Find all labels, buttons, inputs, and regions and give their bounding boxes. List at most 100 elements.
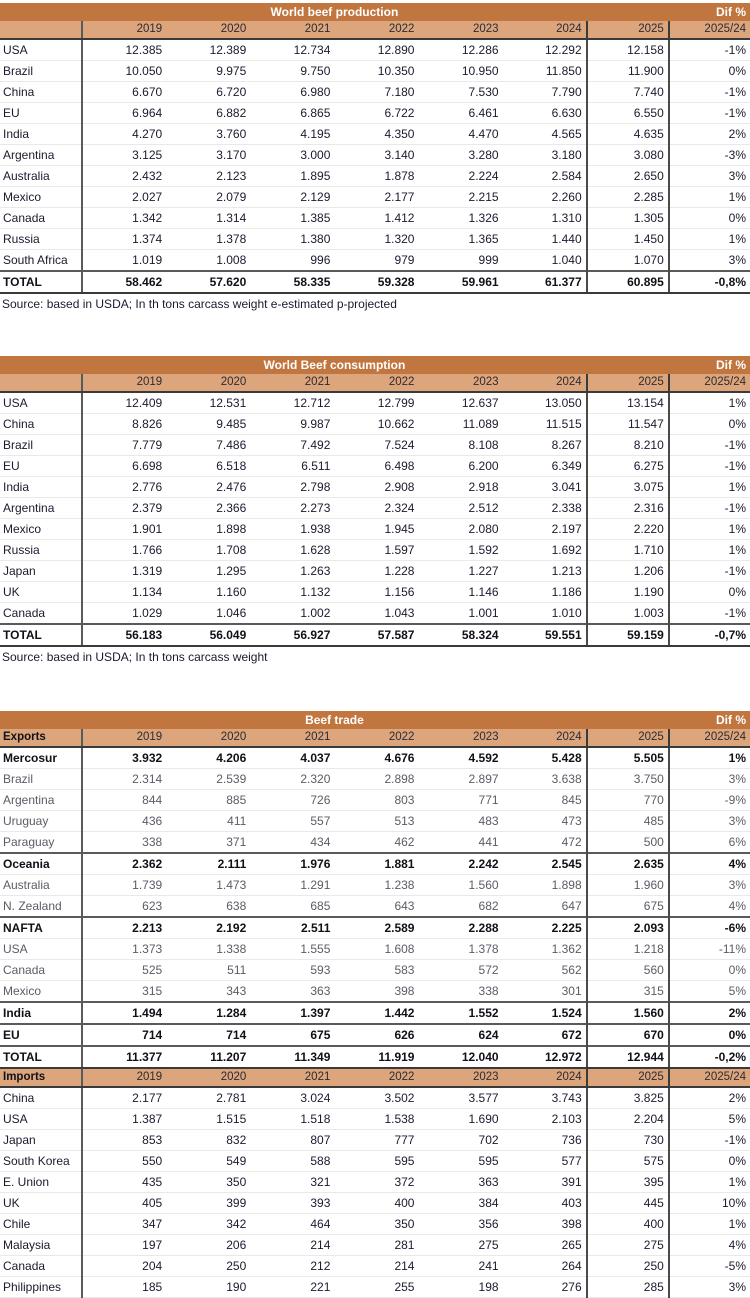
table-row: South Africa 1.019 1.008 996 979 999 1.040 1.07… bbox=[0, 249, 750, 272]
total-value: 59.328 bbox=[334, 270, 419, 294]
cell-value: 264 bbox=[502, 1255, 587, 1277]
cell-value: 1.397 bbox=[250, 1001, 335, 1025]
cell-value: 1.342 bbox=[82, 207, 167, 229]
row-label: Uruguay bbox=[0, 810, 84, 832]
year-header-2023: 2023 bbox=[418, 21, 503, 40]
cell-dif: 0% bbox=[667, 60, 750, 82]
cell-dif: 6% bbox=[667, 831, 750, 854]
cell-dif: -1% bbox=[667, 497, 750, 519]
cell-value: 1.001 bbox=[418, 602, 503, 625]
year-header-2022: 2022 bbox=[334, 729, 419, 748]
cell-value: 1.305 bbox=[585, 207, 669, 229]
cell-value: 1.692 bbox=[502, 539, 587, 561]
cell-value: 1.739 bbox=[82, 874, 167, 896]
cell-value: 2.204 bbox=[585, 1108, 669, 1130]
year-header-2024: 2024 bbox=[502, 21, 587, 40]
cell-value: 391 bbox=[502, 1171, 587, 1193]
table-row: Philippines 185 190 221 255 198 276 285 3% bbox=[0, 1276, 750, 1298]
cell-value: 198 bbox=[418, 1276, 503, 1298]
table-row: E. Union 435 350 321 372 363 391 395 1% bbox=[0, 1171, 750, 1193]
cell-value: 1.881 bbox=[334, 852, 419, 875]
cell-value: 1.338 bbox=[166, 938, 251, 960]
production-dif-header: 2025/24 bbox=[667, 21, 750, 40]
table-row: USA 12.409 12.531 12.712 12.799 12.637 13.050 1… bbox=[0, 392, 750, 414]
cell-value: 9.750 bbox=[250, 60, 335, 82]
cell-value: 6.980 bbox=[250, 81, 335, 103]
table-row: Oceania 2.362 2.111 1.976 1.881 2.242 2.545 2.6… bbox=[0, 852, 750, 875]
cell-dif: -1% bbox=[667, 455, 750, 477]
cell-value: 623 bbox=[82, 895, 167, 918]
cell-value: 572 bbox=[418, 959, 503, 981]
consumption-dif-title: Dif % bbox=[668, 356, 750, 374]
cell-value: 400 bbox=[585, 1213, 669, 1235]
cell-dif: 1% bbox=[667, 392, 750, 414]
table-row: Argentina 3.125 3.170 3.000 3.140 3.280 3.180 3… bbox=[0, 144, 750, 166]
year-header-2019: 2019 bbox=[82, 1068, 167, 1088]
cell-value: 996 bbox=[250, 249, 335, 272]
row-label: China bbox=[0, 81, 84, 103]
cell-value: 1.560 bbox=[418, 874, 503, 896]
cell-value: 13.050 bbox=[502, 392, 587, 414]
cell-value: 2.242 bbox=[418, 852, 503, 875]
cell-value: 1.387 bbox=[82, 1108, 167, 1130]
cell-value: 265 bbox=[502, 1234, 587, 1256]
cell-value: 1.365 bbox=[418, 228, 503, 250]
cell-value: 315 bbox=[82, 980, 167, 1003]
row-label: USA bbox=[0, 392, 84, 414]
cell-dif: -1% bbox=[667, 602, 750, 625]
cell-value: 1.238 bbox=[334, 874, 419, 896]
table-row: Argentina 844 885 726 803 771 845 770 -9% bbox=[0, 789, 750, 811]
trade-year-row: Exports 2019 2020 2021 2022 2023 2024 2025 2025/… bbox=[0, 729, 750, 748]
cell-dif: 4% bbox=[667, 852, 750, 875]
row-label: Canada bbox=[0, 959, 84, 981]
cell-value: 549 bbox=[166, 1150, 251, 1172]
cell-value: 3.041 bbox=[502, 476, 587, 498]
total-value: 56.927 bbox=[250, 623, 335, 647]
cell-value: 4.635 bbox=[585, 123, 669, 145]
year-header-2019: 2019 bbox=[82, 21, 167, 40]
cell-value: 206 bbox=[166, 1234, 251, 1256]
cell-value: 1.560 bbox=[585, 1001, 669, 1025]
cell-value: 1.766 bbox=[82, 539, 167, 561]
cell-value: 626 bbox=[334, 1023, 419, 1047]
cell-value: 1.378 bbox=[418, 938, 503, 960]
cell-value: 1.538 bbox=[334, 1108, 419, 1130]
cell-value: 2.103 bbox=[502, 1108, 587, 1130]
row-label: Mexico bbox=[0, 186, 84, 208]
cell-value: 315 bbox=[585, 980, 669, 1003]
cell-value: 2.225 bbox=[502, 916, 587, 939]
trade-title-row: Beef trade Dif % bbox=[0, 711, 750, 729]
cell-value: 672 bbox=[502, 1023, 587, 1047]
table-row: Mexico 315 343 363 398 338 301 315 5% bbox=[0, 980, 750, 1003]
table-row: Canada 1.029 1.046 1.002 1.043 1.001 1.010 1.00… bbox=[0, 602, 750, 625]
cell-value: 714 bbox=[82, 1023, 167, 1047]
cell-value: 399 bbox=[166, 1192, 251, 1214]
row-label: Paraguay bbox=[0, 831, 84, 854]
cell-value: 3.932 bbox=[82, 747, 167, 769]
cell-value: 2.362 bbox=[82, 852, 167, 875]
row-label: Brazil bbox=[0, 768, 84, 790]
cell-value: 550 bbox=[82, 1150, 167, 1172]
year-header-2022: 2022 bbox=[334, 1068, 419, 1088]
cell-dif: -1% bbox=[667, 102, 750, 124]
cell-value: 1.597 bbox=[334, 539, 419, 561]
row-label: China bbox=[0, 413, 84, 435]
table-row: EU 714 714 675 626 624 672 670 0% bbox=[0, 1023, 750, 1047]
cell-value: 2.539 bbox=[166, 768, 251, 790]
cell-value: 12.531 bbox=[166, 392, 251, 414]
cell-value: 1.690 bbox=[418, 1108, 503, 1130]
cell-value: 12.712 bbox=[250, 392, 335, 414]
cell-value: 2.093 bbox=[585, 916, 669, 939]
total-value: 56.049 bbox=[166, 623, 251, 647]
row-label: India bbox=[0, 476, 84, 498]
total-value: 57.587 bbox=[334, 623, 419, 647]
cell-value: 2.285 bbox=[585, 186, 669, 208]
total-label: TOTAL bbox=[0, 1045, 84, 1069]
cell-value: 2.111 bbox=[166, 852, 251, 875]
cell-value: 7.524 bbox=[334, 434, 419, 456]
cell-value: 190 bbox=[166, 1276, 251, 1298]
cell-value: 12.734 bbox=[250, 39, 335, 61]
cell-value: 832 bbox=[166, 1129, 251, 1151]
cell-value: 675 bbox=[250, 1023, 335, 1047]
cell-value: 1.945 bbox=[334, 518, 419, 540]
